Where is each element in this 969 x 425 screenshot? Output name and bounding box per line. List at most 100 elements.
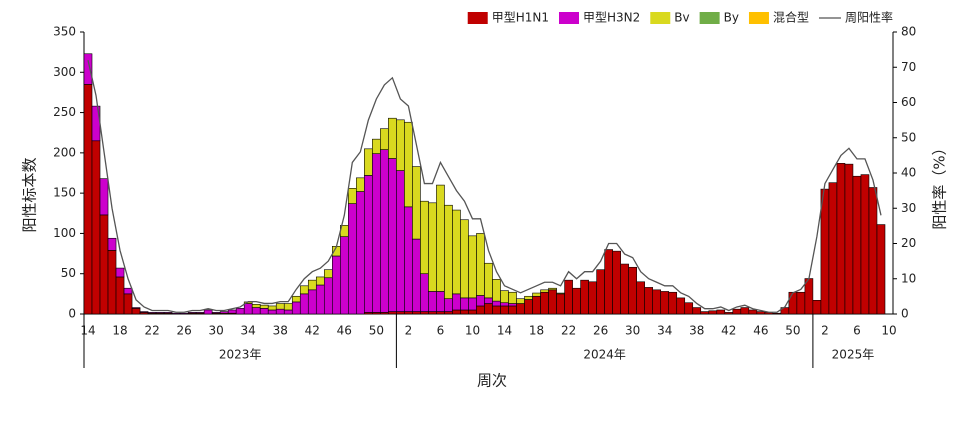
bar-segment [476, 305, 485, 315]
bar-segment [692, 307, 702, 315]
y2-tick-label: 10 [901, 271, 916, 285]
bar-segment [820, 188, 830, 315]
legend-swatch [559, 12, 579, 24]
bar-segment [500, 305, 509, 315]
bar-segment [428, 311, 437, 315]
bar-segment [412, 311, 421, 315]
x-tick-label: 34 [241, 324, 256, 338]
bar-segment [404, 121, 413, 208]
bar-segment [844, 163, 854, 315]
group-label: 2024年 [583, 348, 626, 362]
bar-segment [147, 312, 157, 314]
bar-segment [452, 209, 461, 295]
x-tick-label: 10 [881, 324, 896, 338]
y-tick-label: 200 [53, 145, 76, 159]
bar-segment [243, 303, 253, 315]
bar-segment [348, 203, 357, 315]
bar-segment [307, 289, 317, 315]
bar-segment [508, 291, 517, 304]
x-tick-label: 6 [437, 324, 445, 338]
x-tick-label: 46 [753, 324, 768, 338]
bar-segment [452, 293, 461, 311]
bar-segment [187, 312, 197, 314]
bar-segment [684, 302, 694, 315]
bar-segment [219, 311, 229, 314]
y2-tick-label: 80 [901, 25, 916, 39]
bar-segment [532, 295, 541, 315]
bar-segment [340, 236, 349, 315]
bar-segment [524, 295, 533, 300]
bar-segment [267, 309, 277, 315]
bar-segment [644, 287, 654, 315]
x-tick-label: 30 [209, 324, 224, 338]
bar-segment [436, 184, 445, 292]
bar-segment [107, 250, 117, 315]
bar-segment [796, 291, 806, 315]
bar-segment [179, 312, 189, 315]
bar-segment [131, 307, 141, 309]
x-tick-label: 38 [689, 324, 704, 338]
bar-segment [396, 311, 405, 315]
bar-segment [404, 311, 413, 315]
y2-tick-label: 70 [901, 60, 916, 74]
bar-segment [315, 284, 325, 315]
bar-segment [620, 263, 629, 315]
bar-segment [556, 292, 565, 295]
group-label: 2023年 [219, 348, 262, 362]
bar-segment [500, 290, 509, 304]
y-tick-label: 300 [53, 65, 76, 79]
bar-segment [484, 297, 493, 304]
bar-segment [388, 117, 397, 159]
bar-segment [460, 219, 469, 299]
y2-tick-label: 30 [901, 201, 916, 215]
bar-segment [508, 303, 517, 307]
y-tick-label: 50 [61, 266, 76, 280]
bar-segment [275, 308, 285, 315]
bar-segment [396, 170, 405, 312]
bar-segment [259, 308, 269, 315]
legend-swatch [467, 12, 488, 24]
bar-segment [812, 300, 822, 315]
bar-segment [404, 206, 413, 312]
bar-segment [524, 299, 533, 315]
bar-segment [444, 204, 453, 299]
bar-segment [740, 307, 750, 315]
bar-segment [235, 308, 245, 315]
bar-segment [868, 187, 878, 315]
bar-segment [492, 305, 501, 315]
bar-segment [348, 188, 357, 204]
bar-segment [227, 309, 237, 314]
bar-segment [283, 309, 293, 315]
legend-label: Bv [674, 11, 689, 25]
bar-segment [716, 309, 726, 315]
y2-axis-title: 阳性率（%） [931, 140, 949, 229]
y-axis-title: 阳性标本数 [21, 157, 39, 232]
bar-segment [251, 307, 261, 315]
y2-tick-label: 20 [901, 236, 916, 250]
bar-segment [436, 291, 445, 312]
y2-tick-label: 0 [901, 307, 909, 321]
bar-segment [99, 178, 109, 216]
x-tick-label: 50 [785, 324, 800, 338]
x-tick-label: 22 [144, 324, 159, 338]
bar-segment [99, 214, 109, 315]
bar-segment [540, 289, 549, 293]
y2-tick-label: 40 [901, 166, 916, 180]
bar-segment [420, 200, 429, 275]
y-tick-label: 350 [53, 25, 76, 39]
x-tick-label: 2 [821, 324, 829, 338]
bar-segment [636, 281, 645, 315]
bar-segment [732, 308, 742, 315]
bar-segment [420, 273, 429, 312]
bar-segment [788, 291, 798, 315]
bar-segment [852, 175, 862, 315]
bar-segment [372, 138, 381, 154]
bar-segment [83, 53, 93, 85]
legend-swatch [748, 12, 769, 24]
bar-segment [388, 311, 397, 315]
bar-segment [195, 312, 205, 314]
bar-segment [500, 302, 509, 307]
bar-segment [836, 163, 846, 315]
y-tick-label: 250 [53, 105, 76, 119]
bar-segment [412, 166, 421, 240]
